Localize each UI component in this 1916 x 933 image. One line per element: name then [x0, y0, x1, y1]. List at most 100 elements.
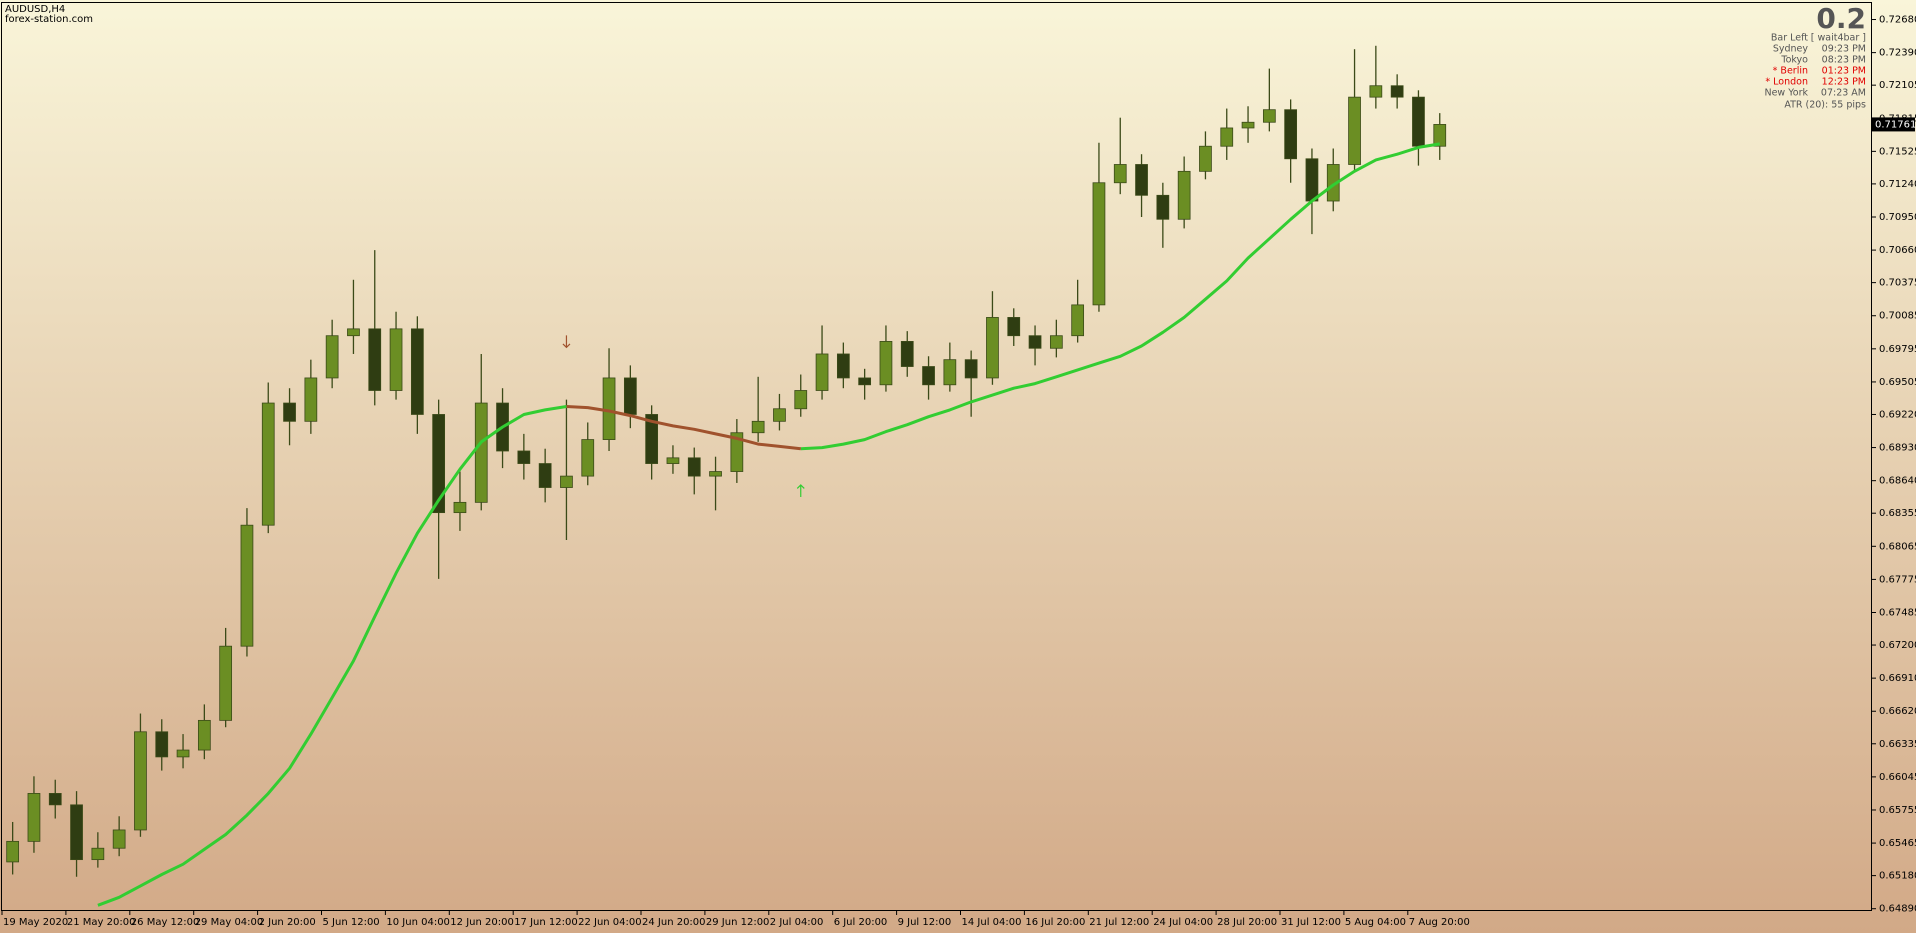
info-label: Tokyo — [1780, 55, 1808, 66]
info-value: 09:23 PM — [1822, 44, 1866, 55]
x-tick-label: 5 Jun 12:00 — [323, 917, 380, 928]
candle-body — [879, 341, 893, 386]
signal-arrow — [796, 484, 805, 497]
x-tick-label: 21 May 20:00 — [67, 917, 136, 928]
candle-body — [176, 749, 190, 758]
candle-body — [304, 377, 318, 422]
candle-body — [1369, 85, 1383, 98]
candle-body — [347, 328, 360, 337]
candle-body — [581, 439, 595, 477]
candle-body — [1177, 170, 1191, 220]
candle-body — [134, 731, 147, 831]
candle-body — [325, 335, 339, 379]
symbol: AUDUSD,H4 — [5, 4, 65, 15]
candle-body — [1262, 109, 1276, 123]
x-tick-label: 12 Jun 20:00 — [450, 917, 514, 928]
x-tick-label: 14 Jul 04:00 — [962, 917, 1022, 928]
x-tick-label: 21 Jul 12:00 — [1089, 917, 1149, 928]
y-tick-label: 0.64890 — [1879, 904, 1916, 915]
x-tick-label: 19 May 2020 — [3, 917, 68, 928]
x-tick-label: 24 Jul 04:00 — [1153, 917, 1213, 928]
trend-line — [97, 142, 1441, 907]
info-label: Sydney — [1773, 44, 1809, 55]
x-tick-label: 10 Jun 04:00 — [386, 917, 450, 928]
y-tick-label: 0.69795 — [1879, 344, 1916, 355]
candle-body — [453, 501, 467, 514]
candle-body — [1071, 304, 1085, 337]
y-tick-label: 0.66335 — [1879, 739, 1916, 750]
candle-body — [666, 457, 680, 464]
candle-body — [1135, 164, 1148, 196]
y-tick-label: 0.71525 — [1879, 146, 1916, 157]
candle-body — [410, 328, 424, 415]
info-value: 01:23 PM — [1822, 66, 1866, 77]
candle-body — [6, 840, 20, 863]
y-tick-label: 0.70085 — [1879, 311, 1916, 322]
y-tick-label: 0.66045 — [1879, 772, 1916, 783]
candle-body — [1220, 127, 1234, 147]
x-tick-label: 5 Aug 04:00 — [1345, 917, 1406, 928]
candle-body — [709, 471, 722, 477]
last-price-box — [1871, 117, 1915, 132]
last-price-label: 0.71761 — [1875, 119, 1916, 130]
trend-line — [566, 405, 801, 451]
x-tick-label: 26 May 12:00 — [131, 917, 200, 928]
candle-body — [687, 457, 701, 477]
x-tick-label: 29 Jun 12:00 — [706, 917, 770, 928]
candle-body — [815, 353, 829, 391]
candle-body — [70, 804, 83, 861]
candle-body — [112, 829, 126, 849]
x-tick-label: 29 May 04:00 — [195, 917, 264, 928]
info-label: Bar Left — [1771, 33, 1808, 44]
candle-body — [858, 377, 872, 386]
candle-body — [48, 793, 62, 806]
plot-area — [6, 45, 1447, 907]
y-tick-label: 0.67775 — [1879, 574, 1916, 585]
info-label: New York — [1764, 88, 1808, 99]
info-label: * Berlin — [1773, 66, 1808, 77]
source: forex-station.com — [5, 14, 93, 25]
candle-body — [474, 402, 488, 503]
candle-body — [773, 408, 786, 422]
candle-body — [623, 377, 637, 415]
x-tick-label: 6 Jul 20:00 — [834, 917, 888, 928]
candle-body — [27, 793, 41, 842]
x-tick-label: 2 Jul 04:00 — [770, 917, 824, 928]
candle-body — [1092, 182, 1106, 306]
candle-body — [197, 719, 211, 751]
candle-body — [1241, 121, 1255, 129]
candle-body — [730, 432, 744, 472]
candle-body — [1199, 145, 1212, 172]
candle-body — [283, 402, 296, 422]
x-tick-label: 17 Jun 12:00 — [514, 917, 578, 928]
x-tick-label: 2 Jun 20:00 — [259, 917, 316, 928]
candle-body — [91, 847, 105, 861]
candle-body — [432, 414, 446, 514]
candle-body — [1390, 85, 1404, 98]
x-tick-label: 31 Jul 12:00 — [1281, 917, 1341, 928]
y-tick-label: 0.72105 — [1879, 80, 1916, 91]
info-value: 12:23 PM — [1822, 77, 1866, 88]
candle-body — [1305, 158, 1319, 202]
candle-body — [1156, 194, 1170, 220]
candle-body — [964, 359, 978, 379]
info-value: [ wait4bar ] — [1811, 33, 1866, 44]
candle-body — [922, 366, 935, 386]
candle-body — [1412, 96, 1425, 147]
y-tick-label: 0.68355 — [1879, 508, 1916, 519]
y-tick-label: 0.69505 — [1879, 377, 1916, 388]
candle-body — [986, 317, 999, 379]
candle-body — [538, 463, 552, 488]
candle-body — [645, 414, 659, 464]
